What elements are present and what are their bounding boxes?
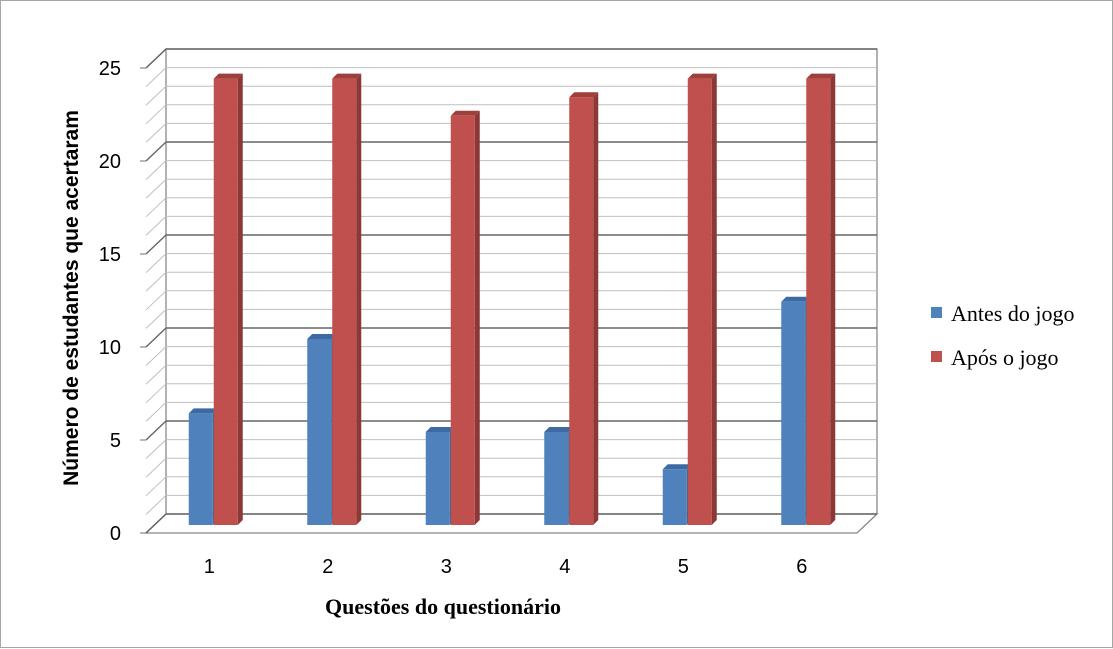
bar: [450, 115, 475, 526]
bar-side: [237, 73, 243, 525]
y-tick-label: 10: [99, 337, 121, 359]
x-tick-label: 1: [204, 556, 215, 578]
bar: [662, 469, 687, 525]
x-tick-label: 4: [559, 556, 570, 578]
minor-gridline-side: [145, 85, 167, 106]
minor-gridline-side: [145, 439, 167, 459]
major-gridline-side: [145, 234, 167, 255]
bar-top: [450, 110, 480, 116]
bar: [781, 301, 806, 525]
x-tick-label: 3: [441, 556, 452, 578]
legend-swatch-antes: [931, 307, 942, 318]
major-gridline-side: [145, 141, 167, 162]
minor-gridline-side: [145, 402, 167, 422]
minor-gridline-side: [145, 67, 167, 87]
x-tick-label: 5: [678, 556, 689, 578]
x-axis-ticks: 1 2 3 4 5 6: [204, 556, 808, 578]
bar-top: [188, 408, 218, 414]
back-wall: [166, 48, 878, 514]
y-tick-label: 15: [99, 244, 121, 266]
bar: [188, 413, 213, 525]
major-gridline-side: [145, 420, 167, 441]
bar-top: [213, 73, 243, 79]
bar: [687, 78, 712, 525]
bar-top: [307, 334, 337, 339]
minor-gridline-side: [145, 104, 167, 125]
bar-side: [593, 92, 599, 525]
bar: [806, 78, 831, 525]
minor-gridline-side: [145, 383, 167, 404]
minor-gridline-side: [145, 253, 167, 273]
y-tick-label: 0: [110, 523, 121, 545]
legend-label-antes: Antes do jogo: [951, 301, 1074, 326]
x-tick-label: 2: [322, 556, 333, 578]
y-tick-label: 25: [99, 58, 121, 80]
minor-gridline-side: [145, 495, 167, 515]
legend: Antes do jogo Após o jogo: [931, 301, 1074, 370]
bar: [544, 432, 569, 525]
y-axis-ticks: 0 5 10 15 20 25: [99, 58, 121, 545]
bar-top: [544, 427, 574, 432]
bar-top: [806, 73, 836, 79]
y-tick-label: 5: [110, 430, 121, 452]
x-axis-title: Questões do questionário: [325, 594, 561, 619]
bar-top: [687, 73, 717, 79]
minor-gridline-side: [145, 457, 167, 478]
bar-top: [425, 427, 455, 432]
major-gridline-side: [145, 513, 167, 534]
bar: [213, 78, 238, 525]
bar: [307, 339, 332, 525]
minor-gridline-side: [145, 290, 167, 311]
bars: [188, 73, 836, 526]
bar-top: [781, 296, 811, 302]
bar: [332, 78, 357, 525]
bar: [569, 97, 594, 525]
major-gridline-side: [145, 48, 167, 69]
legend-label-apos: Após o jogo: [951, 345, 1059, 370]
minor-gridline-side: [145, 216, 167, 236]
y-tick-label: 20: [99, 151, 121, 173]
minor-gridline-side: [145, 271, 167, 292]
bar-side: [474, 110, 480, 526]
minor-gridline-side: [145, 364, 167, 385]
bar-top: [569, 92, 599, 98]
minor-gridline-side: [145, 123, 167, 143]
bar-side: [711, 73, 717, 525]
minor-gridline-side: [145, 160, 167, 180]
bar-top: [332, 73, 362, 79]
bar-side: [356, 73, 362, 525]
major-gridline-side: [145, 327, 167, 348]
gridlines: [140, 48, 877, 534]
legend-swatch-apos: [931, 351, 942, 362]
minor-gridline-side: [145, 197, 167, 218]
minor-gridline-side: [145, 476, 167, 497]
minor-gridline-side: [145, 178, 167, 199]
y-axis-title: Número de estudantes que acertaram: [60, 110, 83, 486]
bar-top: [662, 464, 692, 470]
minor-gridline-side: [145, 309, 167, 329]
chart-floor: [144, 513, 879, 534]
bar-side: [830, 73, 836, 525]
bar: [425, 432, 450, 525]
minor-gridline-side: [145, 346, 167, 366]
x-tick-label: 6: [796, 556, 807, 578]
